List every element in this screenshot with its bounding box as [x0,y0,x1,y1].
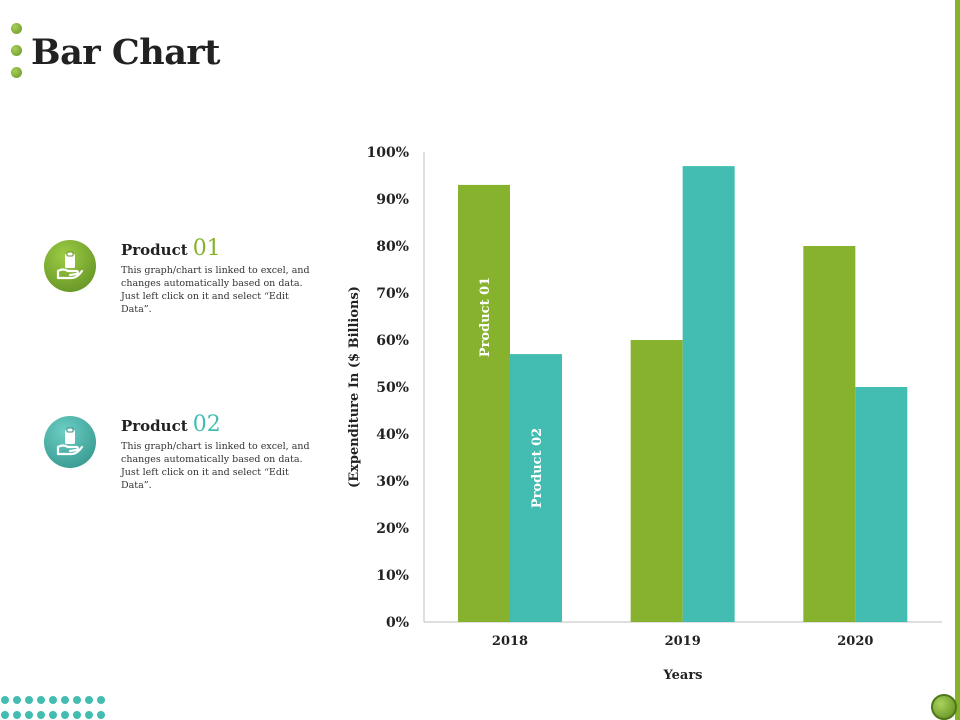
y-tick-label: 60% [376,333,409,349]
x-tick-label: 2020 [837,634,873,649]
decor-dot [49,696,57,704]
y-tick-label: 10% [376,568,409,584]
y-axis-title: (Expenditure In ($ Billions) [347,286,362,488]
bar-product-01-2020 [803,246,856,622]
clipboard-hand-icon [44,416,96,468]
y-tick-label: 20% [376,521,409,537]
legend-number: 02 [192,412,221,437]
legend-number: 01 [192,236,221,261]
y-tick-label: 80% [376,239,409,255]
bar-product-02-2019 [682,166,735,622]
legend-heading: Product 02 [121,412,221,437]
decor-dot [11,67,22,78]
decor-dot [97,696,105,704]
decor-dot [73,696,81,704]
series-label-in-bar: Product 01 [478,277,493,357]
x-axis-title: Years [662,668,702,683]
decor-dot [25,696,33,704]
decor-dot [13,711,21,719]
decor-dot [37,696,45,704]
legend-description: This graph/chart is linked to excel, and… [121,265,310,315]
bar-product-01-2019 [630,340,683,622]
title-dots-decoration [11,23,23,89]
bar-product-01-2018 [458,184,510,622]
decor-dot [73,711,81,719]
decor-dot [1,696,9,704]
decor-dot [49,711,57,719]
decor-dot [97,711,105,719]
clipboard-hand-icon [44,240,96,292]
y-tick-label: 30% [376,474,409,490]
page-title: Bar Chart [31,32,220,73]
y-tick-label: 100% [366,145,409,161]
decor-dot [61,711,69,719]
decor-dot [11,23,22,34]
series-label-in-bar: Product 02 [530,428,545,508]
bar-chart: 0% 10% 20% 30% 40% 50% 60% 70% 80% 90% 100% 2018 201… [347,145,942,683]
decor-dot [11,45,22,56]
y-tick-label: 40% [376,427,409,443]
legend-description: This graph/chart is linked to excel, and… [121,441,310,491]
decor-dot [1,711,9,719]
x-tick-label: 2018 [492,634,528,649]
right-accent-stripe [955,0,960,720]
decor-dot [61,696,69,704]
legend-heading: Product 01 [121,236,221,261]
y-tick-label: 0% [386,615,409,631]
legend-name: Product [121,417,188,435]
decor-dot [85,711,93,719]
decor-dot [13,696,21,704]
y-tick-label: 70% [376,286,409,302]
y-tick-label: 50% [376,380,409,396]
decor-dot [37,711,45,719]
legend-name: Product [121,241,188,259]
y-tick-label: 90% [376,192,409,208]
bar-product-02-2020 [855,387,908,622]
bar-product-02-2018 [510,354,562,622]
decor-dot [85,696,93,704]
decor-dot [25,711,33,719]
x-tick-label: 2019 [665,634,701,649]
corner-orb-decoration [931,694,957,720]
